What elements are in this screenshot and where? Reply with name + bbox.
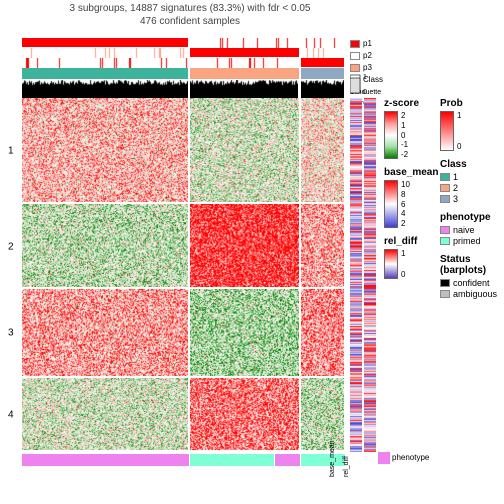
anno-label: p2: [363, 50, 372, 61]
row-group-labels: 1 2 3 4: [8, 98, 20, 452]
phenotype-row: [22, 454, 346, 466]
silhouette-scale: 1 0: [350, 73, 380, 97]
legend-title: Status (barplots): [440, 254, 502, 276]
top-annotations: [22, 38, 346, 96]
legend-title: Class: [440, 159, 502, 170]
title-line1: 3 subgroups, 14887 signatures (83.3%) wi…: [20, 2, 360, 15]
row-annotations: base_meanrel_diffphenotype: [350, 98, 386, 476]
anno-label: p3: [363, 62, 372, 73]
anno-label: p1: [363, 38, 372, 49]
row-group-label: 2: [8, 241, 14, 252]
side-anno-label: rel_diff: [343, 456, 366, 477]
legend-title: phenotype: [440, 212, 502, 223]
svg-text:1: 1: [363, 74, 367, 81]
legend-title: z-score: [384, 98, 438, 109]
row-group-label: 3: [8, 328, 14, 339]
row-group-label: 4: [8, 409, 14, 420]
legend-title: Prob: [440, 98, 502, 109]
main-plot: [22, 38, 346, 474]
row-group-label: 1: [8, 146, 14, 157]
title-line2: 476 confident samples: [20, 15, 360, 28]
legend-title: base_mean: [384, 167, 438, 178]
heatmap: [22, 98, 346, 452]
legend-title: rel_diff: [384, 236, 438, 247]
svg-text:0: 0: [363, 89, 367, 95]
